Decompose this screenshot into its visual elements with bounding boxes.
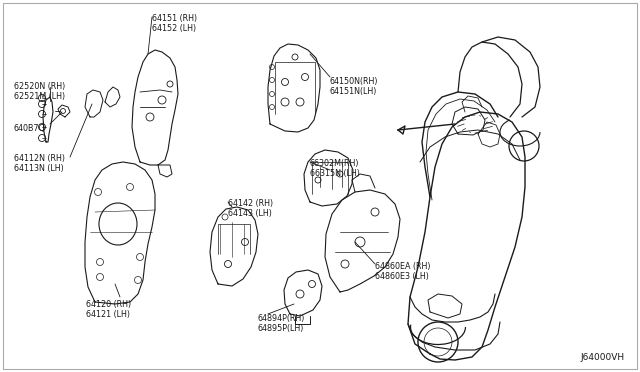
Text: 64120 (RH)
64121 (LH): 64120 (RH) 64121 (LH)	[86, 300, 131, 320]
Text: 64894P(RH)
64895P(LH): 64894P(RH) 64895P(LH)	[258, 314, 305, 333]
Text: 66302M(RH)
66315N (LH): 66302M(RH) 66315N (LH)	[310, 159, 360, 179]
Text: 64150N(RH)
64151N(LH): 64150N(RH) 64151N(LH)	[330, 77, 378, 96]
Text: 62520N (RH)
62521M (LH): 62520N (RH) 62521M (LH)	[14, 82, 65, 102]
Text: 64860EA (RH)
64860E3 (LH): 64860EA (RH) 64860E3 (LH)	[375, 262, 431, 281]
Text: 640B7Q: 640B7Q	[14, 124, 46, 133]
Text: J64000VH: J64000VH	[581, 353, 625, 362]
Text: 64112N (RH)
64113N (LH): 64112N (RH) 64113N (LH)	[14, 154, 65, 173]
Text: 64142 (RH)
64143 (LH): 64142 (RH) 64143 (LH)	[228, 199, 273, 218]
Text: 64151 (RH)
64152 (LH): 64151 (RH) 64152 (LH)	[152, 14, 197, 33]
